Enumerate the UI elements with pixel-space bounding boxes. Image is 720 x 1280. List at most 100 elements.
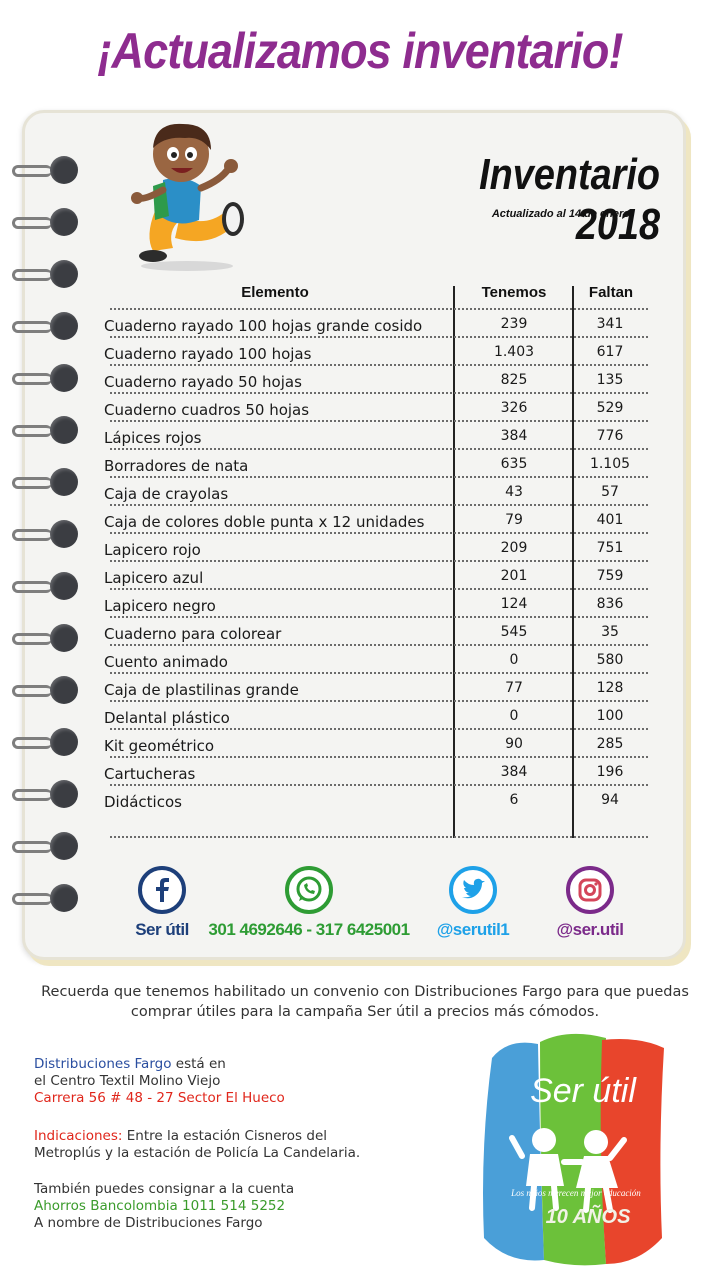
notebook-subtitle: Actualizado al 14 de enero: [491, 208, 630, 220]
spiral-ring: [12, 520, 78, 550]
deposit-block: También puedes consignar a la cuenta Aho…: [34, 1181, 294, 1232]
cell-have: 384: [500, 764, 528, 780]
cell-item: Cuaderno rayado 50 hojas: [104, 373, 302, 391]
deposit-line: También puedes consignar a la cuenta: [34, 1181, 295, 1197]
cell-item: Cuaderno para colorear: [104, 625, 282, 643]
logo-title: Ser útil: [530, 1072, 636, 1110]
table-row: Caja de crayolas 43 57: [104, 479, 650, 507]
cell-need: 94: [601, 792, 619, 808]
cell-need: 285: [596, 736, 624, 752]
logo-anniversary: 10 AÑOS: [545, 1206, 631, 1228]
cell-need: 196: [596, 764, 624, 780]
dotted-separator: [110, 644, 648, 646]
cell-item: Caja de crayolas: [104, 485, 229, 503]
column-header-have: Tenemos: [481, 284, 547, 301]
cell-item: Lapicero negro: [104, 597, 216, 615]
spiral-ring: [12, 572, 78, 602]
cell-item: Delantal plástico: [104, 709, 230, 727]
spiral-ring: [12, 832, 78, 862]
cell-have: 201: [500, 568, 528, 584]
cell-have: 0: [509, 708, 519, 724]
cell-have: 43: [505, 484, 523, 500]
bank-account: Ahorros Bancolombia 1011 514 5252: [34, 1198, 286, 1214]
column-header-need: Faltan: [588, 284, 634, 301]
cell-need: 128: [596, 680, 624, 696]
table-row: Cuento animado 0 580: [104, 647, 650, 675]
table-row: Lapicero negro 124 836: [104, 591, 650, 619]
cell-item: Lapicero azul: [104, 569, 204, 587]
cell-item: Caja de colores doble punta x 12 unidade…: [104, 513, 425, 531]
cell-item: Cuaderno rayado 100 hojas: [104, 345, 312, 363]
whatsapp-icon: [285, 866, 333, 914]
cell-item: Lápices rojos: [104, 429, 202, 447]
social-whatsapp[interactable]: 301 4692646 - 317 6425001: [200, 866, 418, 940]
cell-item: Lapicero rojo: [104, 541, 201, 559]
table-row: Lapicero rojo 209 751: [104, 535, 650, 563]
notebook: [22, 110, 686, 960]
cell-have: 545: [500, 624, 528, 640]
address: Carrera 56 # 48 - 27 Sector El Hueco: [34, 1090, 285, 1106]
cell-need: 341: [596, 316, 624, 332]
account-holder: A nombre de Distribuciones Fargo: [34, 1215, 263, 1231]
social-instagram[interactable]: @ser.util: [545, 866, 635, 940]
cell-item: Didácticos: [104, 793, 182, 811]
cell-have: 79: [505, 512, 523, 528]
twitter-icon: [449, 866, 497, 914]
company-name: Distribuciones Fargo: [34, 1056, 172, 1072]
table-row: Cuaderno rayado 100 hojas 1.403 617: [104, 339, 650, 367]
location-block: Distribuciones Fargo está en el Centro T…: [34, 1056, 285, 1107]
table-row: Lapicero azul 201 759: [104, 563, 650, 591]
facebook-icon: [138, 866, 186, 914]
table-row: Delantal plástico 0 100: [104, 703, 650, 731]
twitter-label: @serutil1: [436, 920, 510, 939]
instagram-icon: [566, 866, 614, 914]
spiral-ring: [12, 364, 78, 394]
directions-label: Indicaciones:: [34, 1128, 123, 1144]
table-row: Cuaderno rayado 100 hojas grande cosido 2…: [104, 311, 650, 339]
spiral-ring: [12, 208, 78, 238]
cell-need: 1.105: [589, 456, 631, 472]
table-row: Caja de colores doble punta x 12 unidade…: [104, 507, 650, 535]
dotted-separator: [110, 448, 648, 450]
cell-item: Cuaderno rayado 100 hojas grande cosido: [104, 317, 423, 335]
cell-need: 759: [596, 568, 624, 584]
dotted-separator: [110, 756, 648, 758]
dotted-separator: [110, 364, 648, 366]
table-row: Cartucheras 384 196: [104, 759, 650, 787]
instagram-label: @ser.util: [556, 920, 624, 939]
table-row: Kit geométrico 90 285: [104, 731, 650, 759]
table-row: Cuaderno rayado 50 hojas 825 135: [104, 367, 650, 395]
social-facebook[interactable]: Ser útil: [122, 866, 202, 940]
ser-util-logo: Ser útil Los niños merecen mejor educaci…: [478, 1028, 670, 1268]
cell-have: 825: [500, 372, 528, 388]
table-row: Lápices rojos 384 776: [104, 423, 650, 451]
spiral-ring: [12, 780, 78, 810]
cell-have: 239: [500, 316, 528, 332]
cell-need: 35: [601, 624, 619, 640]
table-row: Didácticos 6 94: [104, 787, 650, 815]
mascot-illustration: [131, 123, 244, 271]
dotted-separator: [110, 532, 648, 534]
column-divider: [453, 286, 455, 838]
spiral-ring: [12, 728, 78, 758]
column-header-item: Elemento: [241, 284, 309, 301]
dotted-separator: [110, 308, 648, 310]
dotted-separator: [110, 700, 648, 702]
dotted-separator: [110, 392, 648, 394]
spiral-ring: [12, 624, 78, 654]
cell-have: 635: [500, 456, 528, 472]
directions-text-1: Entre la estación Cisneros del: [122, 1128, 327, 1144]
social-twitter[interactable]: @serutil1: [428, 866, 518, 940]
spiral-ring: [12, 468, 78, 498]
spiral-ring: [12, 156, 78, 186]
cell-have: 1.403: [493, 344, 535, 360]
directions-text-2: Metroplús y la estación de Policía La Ca…: [34, 1145, 361, 1161]
dotted-separator: [110, 672, 648, 674]
cell-need: 751: [596, 540, 624, 556]
cell-need: 57: [601, 484, 619, 500]
company-suffix: está en: [171, 1056, 226, 1072]
table-row: Cuaderno para colorear 545 35: [104, 619, 650, 647]
notebook-title: Inventario 2018: [479, 150, 660, 249]
dotted-separator: [110, 504, 648, 506]
cell-have: 77: [505, 680, 523, 696]
